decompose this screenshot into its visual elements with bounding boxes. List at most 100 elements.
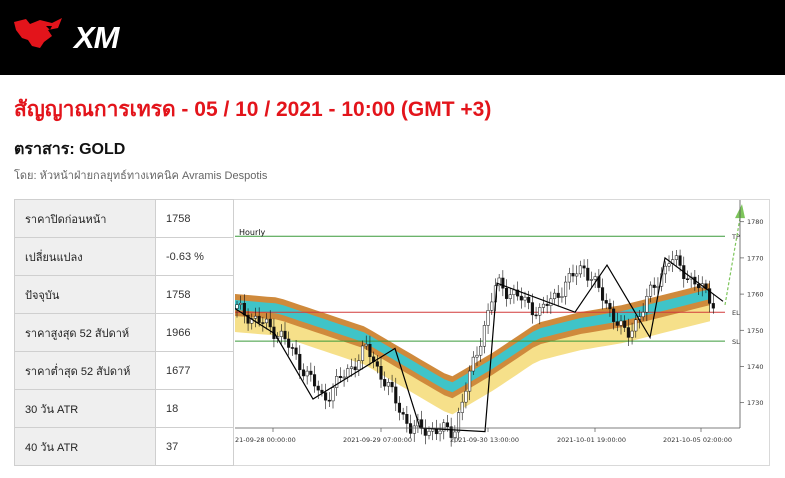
candle-body — [449, 426, 453, 438]
candle-body — [390, 382, 394, 388]
candle-body — [331, 387, 335, 402]
candle-body — [711, 303, 715, 309]
candle-body — [678, 255, 682, 266]
candle-body — [250, 318, 254, 324]
candle-body — [527, 296, 531, 303]
instrument-label: ตราสาร: GOLD — [14, 141, 126, 158]
candle-body — [239, 302, 243, 305]
brand-header: XM — [0, 0, 785, 75]
candle-body — [593, 276, 597, 280]
candle-body — [342, 376, 346, 379]
candle-body — [335, 376, 339, 388]
candle-body — [257, 315, 261, 323]
stat-label: ปัจจุบัน — [14, 275, 156, 314]
candle-body — [612, 308, 616, 322]
candle-body — [338, 376, 342, 379]
candle-body — [283, 330, 287, 340]
candle-body — [349, 366, 354, 369]
stats-table: ราคาปิดก่อนหน้า 1758 เปลี่ยนแปลง -0.63 % ปัจ… — [14, 199, 234, 466]
candle-body — [246, 314, 250, 324]
candle-body — [545, 303, 549, 306]
candle-body — [560, 296, 564, 298]
x-tick-label: 2021-09-29 07:00:00 — [343, 436, 412, 444]
candle-body — [667, 263, 671, 267]
y-axis-ticks: 1730 1740 1750 1760 1770 1780 — [740, 218, 764, 407]
x-axis-ticks: 21-09-28 00:00:00 2021-09-29 07:00:00 2021… — [235, 428, 732, 444]
candle-body — [420, 419, 424, 429]
y-tick-label: 1770 — [747, 254, 764, 262]
stat-label: เปลี่ยนแปลง — [14, 237, 156, 276]
candle-body — [294, 347, 298, 355]
candle-body — [268, 318, 272, 328]
level-label-el: EL — [732, 309, 740, 317]
bull-icon — [14, 18, 62, 48]
candle-body — [305, 370, 309, 377]
stat-value: 1758 — [155, 275, 234, 314]
y-tick-label: 1740 — [747, 363, 764, 371]
candle-body — [504, 287, 509, 299]
candle-body — [261, 322, 265, 324]
candle-body — [623, 320, 627, 328]
stat-value: 1677 — [155, 351, 234, 390]
candles — [235, 249, 715, 447]
candle-body — [516, 289, 520, 297]
candle-body — [708, 288, 712, 304]
candle-body — [464, 390, 468, 403]
page-title: สัญญาณการเทรด - 05 / 10 / 2021 - 10:00 (… — [14, 98, 492, 121]
candle-body — [564, 281, 568, 297]
x-tick-label: 21-09-28 00:00:00 — [235, 436, 296, 444]
candle-body — [453, 431, 457, 438]
stat-label: ราคาปิดก่อนหน้า — [14, 199, 156, 238]
candle-body — [575, 273, 579, 277]
x-tick-label: 2021-09-30 13:00:00 — [450, 436, 519, 444]
candle-body — [685, 278, 690, 280]
candle-body — [320, 389, 324, 393]
xm-logo[interactable]: XM — [12, 16, 132, 53]
candle-body — [357, 360, 361, 371]
candle-body — [405, 414, 409, 424]
candle-body — [600, 287, 605, 301]
candle-body — [394, 386, 398, 404]
candle-body — [534, 314, 538, 317]
stats-row: 30 วัน ATR 18 — [14, 389, 234, 428]
candle-body — [541, 303, 546, 308]
candle-body — [375, 361, 379, 367]
stats-row: ราคาต่ำสุด 52 สัปดาห์ 1677 — [14, 351, 234, 390]
chart-svg: TP EL SL 1730 1740 1750 1760 1770 1780 21-09-28… — [234, 200, 764, 447]
candle-body — [290, 347, 294, 349]
candle-body — [523, 296, 527, 301]
timeframe-label: Hourly — [239, 228, 265, 237]
candle-body — [538, 307, 542, 316]
candle-body — [615, 321, 619, 326]
candle-body — [652, 284, 656, 288]
candle-body — [497, 277, 501, 287]
y-tick-label: 1780 — [747, 218, 764, 226]
candle-body — [456, 412, 461, 433]
candle-body — [468, 370, 472, 392]
candle-body — [696, 283, 701, 289]
candle-body — [582, 265, 586, 269]
candle-body — [634, 319, 638, 332]
candle-body — [386, 382, 390, 387]
candle-body — [412, 425, 416, 434]
candle-body — [571, 273, 575, 277]
candle-body — [648, 284, 653, 297]
candle-body — [490, 301, 494, 311]
candle-body — [383, 379, 387, 387]
price-zigzag-line — [234, 256, 724, 433]
candle-body — [353, 366, 357, 371]
candle-body — [368, 343, 372, 358]
candle-body — [235, 304, 239, 309]
candle-body — [608, 303, 612, 310]
candle-body — [287, 338, 291, 348]
candle-body — [379, 366, 383, 380]
candle-body — [279, 330, 283, 337]
stats-row: ปัจจุบัน 1758 — [14, 275, 234, 314]
candle-body — [442, 422, 446, 432]
candle-body — [427, 430, 431, 436]
candle-body — [567, 273, 571, 283]
candle-body — [253, 315, 258, 319]
stat-value: 1966 — [155, 313, 234, 352]
candle-body — [549, 298, 553, 306]
stat-value: 1758 — [155, 199, 234, 238]
